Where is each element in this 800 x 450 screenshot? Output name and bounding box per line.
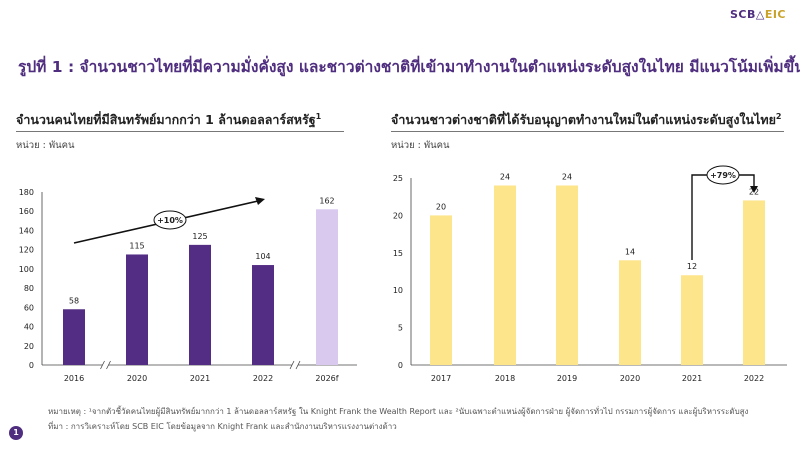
right-y-tick-label: 5 xyxy=(398,324,403,333)
right-chart-title: จำนวนชาวต่างชาติที่ได้รับอนุญาตทำงานใหม่… xyxy=(391,110,782,130)
brand-eic: EIC xyxy=(764,8,786,21)
page-title: รูปที่ 1 : จำนวนชาวไทยที่มีความมั่งคั่งส… xyxy=(18,58,800,76)
left-y-tick-label: 100 xyxy=(19,265,34,274)
left-y-tick-label: 120 xyxy=(19,246,34,255)
right-growth-arrow-head xyxy=(750,186,758,193)
left-chart-title: จำนวนคนไทยที่มีสินทรัพย์มากกว่า 1 ล้านดอ… xyxy=(16,110,321,130)
left-title-rule xyxy=(16,131,344,132)
footnote: หมายเหตุ : ¹จากตัวชี้วัดคนไทยผู้มีสินทรั… xyxy=(48,407,749,416)
left-axis-break-mark xyxy=(289,360,295,370)
right-bar xyxy=(430,215,452,365)
right-bar xyxy=(681,275,703,365)
left-y-tick-label: 140 xyxy=(19,226,34,235)
left-data-label: 125 xyxy=(192,232,207,241)
right-y-tick-label: 20 xyxy=(393,211,403,220)
right-chart-title-text: จำนวนชาวต่างชาติที่ได้รับอนุญาตทำงานใหม่… xyxy=(391,112,776,127)
left-axis-break-gap xyxy=(102,361,109,369)
left-axis-break-mark xyxy=(295,360,301,370)
left-x-tick-label: 2020 xyxy=(127,374,147,383)
left-y-tick-label: 20 xyxy=(24,342,34,351)
left-axis-break-mark xyxy=(106,360,111,370)
left-x-tick-label: 2022 xyxy=(253,374,273,383)
right-y-tick-label: 15 xyxy=(393,249,403,258)
right-data-label: 12 xyxy=(687,262,697,271)
page-number: 1 xyxy=(9,426,23,440)
left-axis-break-gap xyxy=(292,361,298,369)
left-bar xyxy=(63,309,85,365)
right-x-tick-label: 2021 xyxy=(682,374,702,383)
right-title-rule xyxy=(391,131,784,132)
right-chart-unit: หน่วย : พันคน xyxy=(391,140,450,151)
source-note: ที่มา : การวิเคราะห์โดย SCB EIC โดยข้อมู… xyxy=(48,422,397,431)
brand-separator: △ xyxy=(755,8,765,21)
left-bar xyxy=(126,254,148,365)
left-trend-arrow-head xyxy=(255,197,265,205)
right-bar xyxy=(743,200,765,365)
right-data-label: 24 xyxy=(500,172,510,181)
left-x-tick-label: 2021 xyxy=(190,374,210,383)
right-bar xyxy=(619,260,641,365)
left-chart-title-text: จำนวนคนไทยที่มีสินทรัพย์มากกว่า 1 ล้านดอ… xyxy=(16,112,316,127)
left-data-label: 115 xyxy=(129,241,144,250)
right-x-tick-label: 2022 xyxy=(744,374,764,383)
right-growth-badge xyxy=(706,165,740,185)
right-data-label: 20 xyxy=(436,202,446,211)
left-y-tick-label: 160 xyxy=(19,207,34,216)
right-data-label: 14 xyxy=(625,247,635,256)
left-x-tick-label: 2026f xyxy=(315,374,338,383)
left-growth-badge xyxy=(153,210,187,230)
left-y-tick-label: 60 xyxy=(24,303,34,312)
left-x-tick-label: 2016 xyxy=(64,374,84,383)
left-growth-label: +10% xyxy=(157,216,183,225)
left-bar xyxy=(252,265,274,365)
left-y-tick-label: 40 xyxy=(24,323,34,332)
right-x-tick-label: 2017 xyxy=(431,374,451,383)
left-data-label: 58 xyxy=(69,296,79,305)
right-x-tick-label: 2019 xyxy=(557,374,577,383)
left-bar xyxy=(189,244,211,365)
left-chart-unit: หน่วย : พันคน xyxy=(16,140,75,151)
right-chart-title-sup: 2 xyxy=(775,111,782,121)
brand-logo: SCB△EIC xyxy=(730,8,786,21)
right-data-label: 24 xyxy=(562,172,572,181)
right-bar xyxy=(494,185,516,365)
brand-scb: SCB xyxy=(729,8,756,21)
right-y-tick-label: 0 xyxy=(398,361,403,370)
left-data-label: 104 xyxy=(255,252,270,261)
right-x-tick-label: 2020 xyxy=(620,374,640,383)
left-chart-title-sup: 1 xyxy=(315,111,322,121)
right-bar xyxy=(556,185,578,365)
right-y-tick-label: 10 xyxy=(393,286,403,295)
left-y-tick-label: 0 xyxy=(29,361,34,370)
left-data-label: 162 xyxy=(319,196,334,205)
right-growth-label: +79% xyxy=(710,171,736,180)
left-bar xyxy=(316,209,338,365)
left-axis-break-mark xyxy=(100,360,105,370)
right-x-tick-label: 2018 xyxy=(495,374,515,383)
left-y-tick-label: 180 xyxy=(19,188,34,197)
left-y-tick-label: 80 xyxy=(24,284,34,293)
right-y-tick-label: 25 xyxy=(393,174,403,183)
